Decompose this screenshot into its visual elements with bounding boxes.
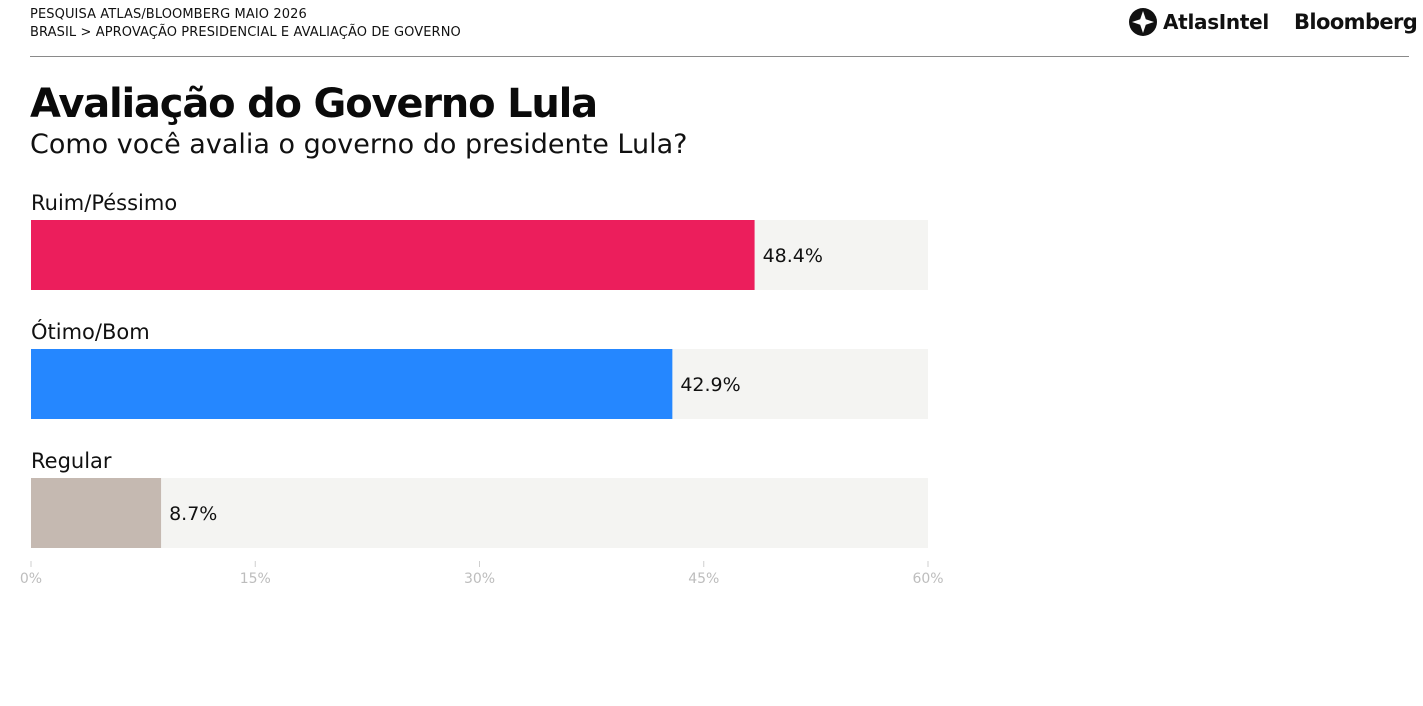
tick-label: 45%: [688, 571, 719, 587]
atlasintel-logo-text: AtlasIntel: [1163, 10, 1269, 34]
value-label: 48.4%: [763, 245, 823, 267]
value-label: 8.7%: [169, 503, 217, 525]
atlasintel-logo-icon: [1129, 8, 1157, 36]
category-label: Ruim/Péssimo: [31, 191, 177, 215]
chart-subtitle: Como você avalia o governo do presidente…: [30, 129, 688, 160]
category-label: Ótimo/Bom: [31, 319, 150, 344]
tick-label: 0%: [20, 571, 42, 587]
bar: [31, 220, 755, 290]
survey-header: PESQUISA ATLAS/BLOOMBERG MAIO 2026: [30, 7, 307, 22]
bloomberg-logo: Bloomberg: [1294, 10, 1418, 34]
bar: [31, 478, 162, 548]
breadcrumb: BRASIL > APROVAÇÃO PRESIDENCIAL E AVALIA…: [30, 25, 461, 40]
tick-label: 60%: [912, 571, 943, 587]
header-divider: [30, 56, 1409, 57]
bar-track: [31, 478, 928, 548]
tick-label: 15%: [240, 571, 271, 587]
atlasintel-logo: AtlasIntel: [1128, 7, 1269, 37]
tick-label: 30%: [464, 571, 495, 587]
bar: [31, 349, 673, 419]
chart-title: Avaliação do Governo Lula: [30, 81, 598, 127]
value-label: 42.9%: [680, 374, 740, 396]
category-label: Regular: [31, 449, 112, 473]
